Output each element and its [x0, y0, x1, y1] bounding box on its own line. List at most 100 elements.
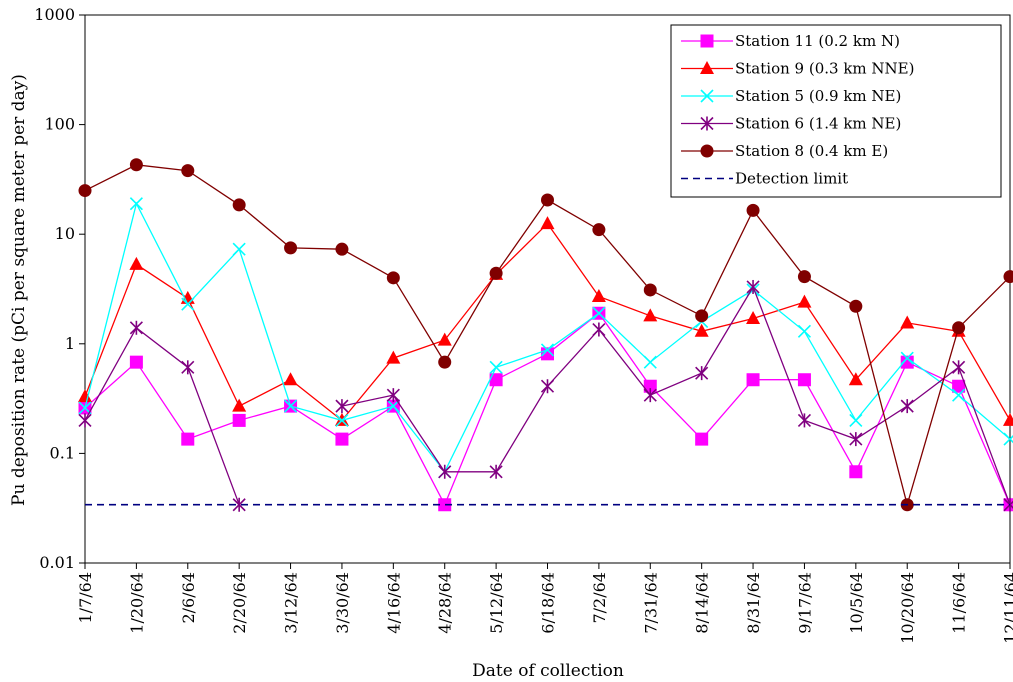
legend-label: Station 8 (0.4 km E): [735, 142, 888, 160]
legend-label: Detection limit: [735, 170, 848, 188]
legend-item: Station 5 (0.9 km NE): [681, 87, 901, 105]
data-point-s0-2: [181, 432, 195, 446]
data-point-s2-16: [900, 351, 914, 365]
data-point-s4-15: [849, 299, 863, 313]
x-tick-label: 9/17/64: [795, 572, 814, 634]
data-point-s4-1: [129, 158, 143, 172]
data-point-s4-14: [797, 270, 811, 284]
data-point-s1-18: [1003, 412, 1013, 426]
x-tick-label: 4/28/64: [436, 572, 455, 634]
x-tick-label: 10/5/64: [847, 572, 866, 634]
data-point-s3-1: [129, 320, 143, 335]
data-point-s3-5: [335, 399, 349, 414]
data-point-s2-5: [335, 413, 349, 427]
legend-label: Station 5 (0.9 km NE): [735, 87, 901, 105]
legend-box: [670, 24, 1002, 198]
data-point-s1-1: [129, 256, 144, 270]
data-point-s3-11: [643, 388, 657, 403]
y-tick-label: 1000: [34, 5, 75, 24]
data-point-s2-11: [643, 355, 657, 369]
data-point-s4-5: [335, 242, 349, 256]
data-point-s4-7: [438, 355, 452, 369]
data-point-s2-14: [797, 324, 812, 338]
data-point-s4-10: [592, 223, 606, 237]
data-point-s1-10: [591, 289, 606, 303]
data-point-s1-3: [232, 398, 247, 412]
data-point-s1-11: [643, 308, 658, 322]
data-point-s1-13: [746, 311, 761, 325]
data-point-s3-14: [797, 413, 812, 428]
x-tick-label: 11/6/64: [950, 572, 969, 634]
data-point-s4-9: [541, 193, 554, 207]
data-point-s4-6: [386, 271, 400, 285]
data-point-s4-11: [643, 283, 657, 297]
data-point-s4-13: [746, 203, 760, 217]
data-point-s3-17: [952, 360, 966, 375]
legend-item: Station 6 (1.4 km NE): [681, 115, 901, 133]
legend-marker: [700, 89, 714, 103]
series-line-3: [84, 326, 240, 505]
legend-marker: [700, 61, 714, 74]
data-point-s4-2: [181, 164, 195, 178]
legend-marker: [700, 144, 714, 158]
data-point-s3-15: [849, 432, 863, 447]
data-point-s0-15: [849, 465, 863, 479]
data-point-s3-9: [540, 379, 555, 394]
data-point-s1-0: [78, 389, 92, 403]
legend-item: Detection limit: [681, 170, 848, 188]
data-point-s3-10: [592, 322, 606, 337]
data-point-s4-0: [78, 184, 92, 198]
data-point-s3-8: [489, 464, 503, 479]
data-point-s4-4: [284, 241, 298, 255]
y-tick-label: 1: [65, 334, 75, 353]
data-point-s0-8: [489, 373, 503, 387]
data-point-s1-16: [900, 315, 915, 329]
data-point-s1-6: [386, 350, 401, 364]
x-tick-label: 1/20/64: [127, 572, 146, 634]
series-line-3: [341, 285, 1011, 505]
data-point-s1-12: [694, 323, 709, 337]
data-point-s0-5: [335, 432, 349, 446]
legend-item: Station 11 (0.2 km N): [681, 32, 900, 50]
data-point-s2-10: [592, 306, 606, 320]
y-tick-label: 10: [55, 224, 75, 243]
data-point-s4-18: [1003, 270, 1013, 284]
legend-item: Station 9 (0.3 km NNE): [681, 60, 914, 78]
legend-label: Station 9 (0.3 km NNE): [735, 60, 914, 78]
data-point-s1-7: [437, 332, 452, 346]
y-tick-label: 0.01: [39, 553, 75, 572]
x-tick-label: 4/16/64: [384, 572, 403, 634]
x-tick-label: 3/12/64: [282, 572, 301, 634]
data-point-s0-3: [232, 413, 246, 427]
data-point-s2-3: [232, 242, 246, 256]
data-point-s1-4: [283, 372, 298, 386]
x-tick-label: 8/14/64: [693, 572, 712, 634]
data-point-s4-3: [232, 198, 246, 212]
y-tick-label: 0.1: [50, 443, 75, 462]
data-point-s0-11: [643, 379, 657, 393]
x-tick-label: 5/12/64: [487, 572, 506, 634]
y-axis-title: Pu deposition rate (pCi per square meter…: [9, 74, 29, 506]
x-tick-label: 10/20/64: [898, 572, 917, 644]
y-tick-label: 100: [44, 115, 75, 134]
data-point-s1-15: [848, 372, 863, 386]
data-point-s1-9: [540, 216, 555, 230]
x-tick-label: 2/6/64: [179, 572, 198, 624]
data-point-s2-9: [540, 343, 555, 357]
legend-marker: [700, 34, 714, 48]
data-point-s2-17: [952, 388, 966, 402]
legend-marker: [700, 116, 714, 131]
legend-label: Station 6 (1.4 km NE): [735, 115, 901, 133]
data-point-s2-18: [1003, 432, 1013, 446]
x-tick-label: 12/11/64: [1001, 572, 1013, 644]
data-point-s0-13: [746, 373, 760, 387]
data-point-s0-12: [695, 432, 709, 446]
data-point-s3-12: [695, 366, 709, 381]
x-tick-label: 8/31/64: [744, 572, 763, 634]
data-point-s1-14: [797, 294, 812, 308]
data-point-s0-17: [952, 379, 966, 393]
data-point-s2-4: [283, 399, 298, 413]
data-point-s0-1: [129, 355, 143, 369]
data-point-s4-12: [695, 309, 709, 323]
